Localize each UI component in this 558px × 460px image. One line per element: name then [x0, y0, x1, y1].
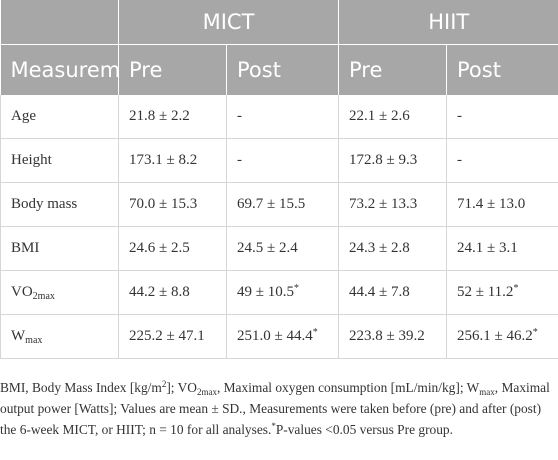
- table-cell: 21.8 ± 2.2: [118, 95, 227, 139]
- cell-value: 49 ± 10.5: [237, 284, 294, 300]
- footnote-text: BMI, Body Mass Index [kg/m: [0, 380, 162, 395]
- table-body: Age 21.8 ± 2.2 - 22.1 ± 2.6 - Height 173.1 ± 8…: [0, 95, 558, 359]
- table-row: Height 173.1 ± 8.2 - 172.8 ± 9.3 -: [0, 138, 558, 183]
- table-row: Wmax 225.2 ± 47.1 251.0 ± 44.4* 223.8 ± 39.…: [0, 314, 558, 359]
- results-table-container: MICT HIIT Measurem Pre Post Pre Post Age…: [0, 0, 558, 359]
- row-label: Height: [0, 138, 119, 183]
- table-cell: -: [226, 138, 339, 183]
- table-cell: 24.3 ± 2.8: [338, 226, 447, 271]
- group-header-hiit: HIIT: [338, 0, 558, 45]
- cell-value: 70.0 ± 15.3: [129, 196, 198, 212]
- table-cell: 71.4 ± 13.0: [446, 182, 558, 227]
- footnote-text: , Maximal output power [Watts]; Values a…: [0, 380, 550, 437]
- row-label-text: BMI: [11, 240, 40, 256]
- table-cell: 172.8 ± 9.3: [338, 138, 447, 183]
- cell-value: -: [237, 152, 242, 168]
- cell-value: 73.2 ± 13.3: [349, 196, 418, 212]
- significance-marker: *: [293, 283, 299, 294]
- table-cell: 22.1 ± 2.6: [338, 95, 447, 139]
- table-cell: 44.4 ± 7.8: [338, 270, 447, 315]
- cell-value: 24.6 ± 2.5: [129, 240, 190, 256]
- column-header-hiit-pre: Pre: [338, 44, 447, 95]
- footnote-text: P-values <0.05 versus Pre group.: [275, 422, 453, 437]
- row-label: Body mass: [0, 182, 119, 227]
- table-cell: 173.1 ± 8.2: [118, 138, 227, 183]
- cell-value: 24.3 ± 2.8: [349, 240, 410, 256]
- table-cell: -: [446, 95, 558, 139]
- cell-value: 52 ± 11.2: [457, 284, 514, 300]
- table-cell: 256.1 ± 46.2*: [446, 314, 558, 359]
- row-label-subscript: max: [25, 335, 43, 346]
- footnote-superscript: *: [271, 421, 276, 431]
- footnote-text: , Maximal oxygen consumption [mL/min/kg]…: [216, 380, 480, 395]
- column-header-mict-pre: Pre: [118, 44, 227, 95]
- cell-value: -: [237, 108, 242, 124]
- table-cell: 49 ± 10.5*: [226, 270, 339, 315]
- significance-marker: *: [312, 327, 318, 338]
- table-row: Age 21.8 ± 2.2 - 22.1 ± 2.6 -: [0, 95, 558, 139]
- cell-value: -: [457, 152, 462, 168]
- table-cell: 44.2 ± 8.8: [118, 270, 227, 315]
- cell-value: 71.4 ± 13.0: [457, 196, 526, 212]
- cell-value: 225.2 ± 47.1: [129, 328, 205, 344]
- group-header-blank: [0, 0, 119, 45]
- significance-marker: *: [532, 327, 538, 338]
- cell-value: 44.4 ± 7.8: [349, 284, 410, 300]
- cell-value: 24.5 ± 2.4: [237, 240, 298, 256]
- table-cell: -: [446, 138, 558, 183]
- cell-value: 44.2 ± 8.8: [129, 284, 190, 300]
- cell-value: 21.8 ± 2.2: [129, 108, 190, 124]
- table-footnote: BMI, Body Mass Index [kg/m2]; VO2max, Ma…: [0, 377, 556, 440]
- table-cell: 69.7 ± 15.5: [226, 182, 339, 227]
- table-row: VO2max 44.2 ± 8.8 49 ± 10.5* 44.4 ± 7.8 52 ±…: [0, 270, 558, 315]
- column-header-mict-post: Post: [226, 44, 339, 95]
- table-cell: 52 ± 11.2*: [446, 270, 558, 315]
- table-cell: 223.8 ± 39.2: [338, 314, 447, 359]
- table-row: Body mass 70.0 ± 15.3 69.7 ± 15.5 73.2 ± 13…: [0, 182, 558, 227]
- cell-value: 172.8 ± 9.3: [349, 152, 418, 168]
- table-cell: 70.0 ± 15.3: [118, 182, 227, 227]
- table-cell: 24.5 ± 2.4: [226, 226, 339, 271]
- table-row: BMI 24.6 ± 2.5 24.5 ± 2.4 24.3 ± 2.8 24.1 ± …: [0, 226, 558, 271]
- table-cell: 24.6 ± 2.5: [118, 226, 227, 271]
- table-cell: 73.2 ± 13.3: [338, 182, 447, 227]
- row-label: Wmax: [0, 314, 119, 359]
- cell-value: 22.1 ± 2.6: [349, 108, 410, 124]
- row-label: VO2max: [0, 270, 119, 315]
- table-cell: 251.0 ± 44.4*: [226, 314, 339, 359]
- cell-value: 24.1 ± 3.1: [457, 240, 518, 256]
- cell-value: -: [457, 108, 462, 124]
- cell-value: 173.1 ± 8.2: [129, 152, 198, 168]
- row-label: Age: [0, 95, 119, 139]
- table-cell: -: [226, 95, 339, 139]
- footnote-subscript: max: [479, 387, 495, 397]
- cell-value: 256.1 ± 46.2: [457, 328, 533, 344]
- results-table: MICT HIIT Measurem Pre Post Pre Post Age…: [0, 0, 558, 359]
- table-cell: 24.1 ± 3.1: [446, 226, 558, 271]
- cell-value: 223.8 ± 39.2: [349, 328, 425, 344]
- row-label-text: Body mass: [11, 196, 78, 212]
- table-cell: 225.2 ± 47.1: [118, 314, 227, 359]
- row-label: BMI: [0, 226, 119, 271]
- group-header-mict: MICT: [118, 0, 339, 45]
- row-label-subscript: 2max: [32, 291, 55, 302]
- significance-marker: *: [513, 283, 519, 294]
- cell-value: 69.7 ± 15.5: [237, 196, 306, 212]
- row-label-text: Age: [11, 108, 36, 124]
- column-header-row: Measurem Pre Post Pre Post: [0, 44, 558, 95]
- cell-value: 251.0 ± 44.4: [237, 328, 313, 344]
- group-header-row: MICT HIIT: [0, 0, 558, 45]
- row-label-text: VO: [11, 284, 33, 300]
- footnote-text: ]; VO: [166, 380, 197, 395]
- footnote-superscript: 2: [161, 379, 167, 389]
- column-header-hiit-post: Post: [446, 44, 558, 95]
- footnote-subscript: 2max: [196, 387, 217, 397]
- row-label-text: Height: [11, 152, 52, 168]
- column-header-measurement: Measurem: [0, 44, 119, 95]
- row-label-text: W: [11, 328, 26, 344]
